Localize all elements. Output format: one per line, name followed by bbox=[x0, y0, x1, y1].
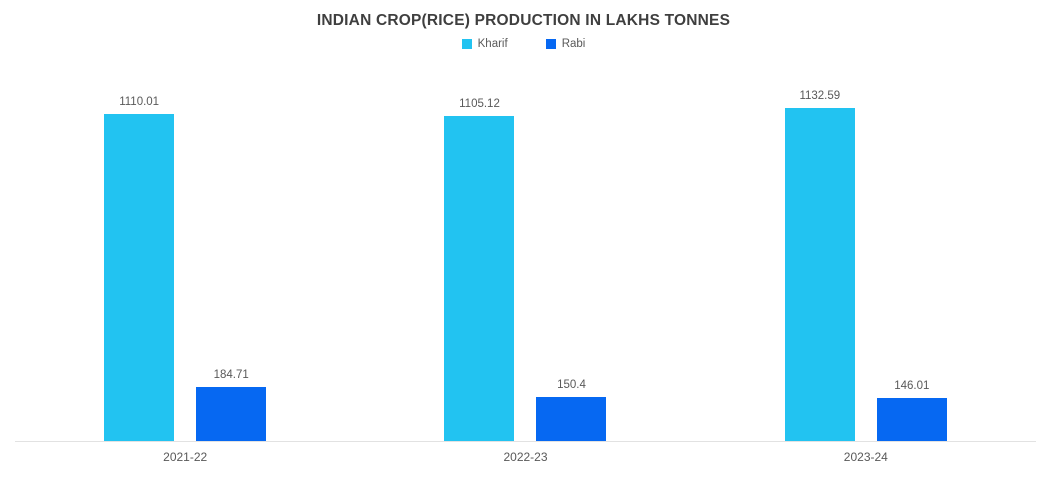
x-label-2022-23: 2022-23 bbox=[503, 450, 548, 464]
legend-swatch-rabi bbox=[545, 39, 556, 49]
data-label-rabi-2023-24: 146.01 bbox=[894, 380, 930, 393]
chart-title: INDIAN CROP(RICE) PRODUCTION IN LAKHS TO… bbox=[316, 12, 731, 29]
x-label-2021-22: 2021-22 bbox=[163, 450, 208, 464]
bar-group-2023-24: 1132.59 146.01 bbox=[696, 88, 1036, 441]
legend-swatch-kharif bbox=[461, 39, 472, 49]
data-label-kharif-2022-23: 1105.12 bbox=[459, 97, 500, 110]
bar-col-kharif-2023-24: 1132.59 bbox=[784, 88, 855, 441]
x-label-2023-24: 2023-24 bbox=[843, 450, 888, 464]
bar-kharif-2023-24[interactable] bbox=[784, 107, 855, 441]
bar-col-rabi-2022-23: 150.4 bbox=[536, 88, 607, 441]
data-label-rabi-2021-22: 184.71 bbox=[213, 368, 249, 381]
bar-col-rabi-2023-24: 146.01 bbox=[876, 88, 947, 441]
bar-group-2021-22: 1110.01 184.71 bbox=[15, 88, 355, 441]
bar-col-kharif-2022-23: 1105.12 bbox=[444, 88, 515, 441]
bar-kharif-2021-22[interactable] bbox=[104, 114, 175, 441]
legend-label-rabi: Rabi bbox=[561, 38, 586, 50]
legend-item-kharif[interactable]: Kharif bbox=[461, 38, 508, 50]
data-label-kharif-2021-22: 1110.01 bbox=[119, 96, 160, 109]
bar-rabi-2023-24[interactable] bbox=[876, 398, 947, 441]
legend-item-rabi[interactable]: Rabi bbox=[545, 38, 586, 50]
plot-area: 1110.01 184.71 1105.12 150.4 1132.59 146.01 bbox=[15, 88, 1036, 442]
x-axis-labels: 2021-22 2022-23 2023-24 bbox=[15, 450, 1036, 464]
legend: Kharif Rabi bbox=[0, 38, 1047, 50]
bar-rabi-2022-23[interactable] bbox=[536, 396, 607, 441]
bar-kharif-2022-23[interactable] bbox=[444, 115, 515, 441]
bar-col-kharif-2021-22: 1110.01 bbox=[104, 88, 175, 441]
bar-group-2022-23: 1105.12 150.4 bbox=[355, 88, 695, 441]
legend-label-kharif: Kharif bbox=[477, 38, 508, 50]
bar-rabi-2021-22[interactable] bbox=[196, 386, 267, 441]
data-label-kharif-2023-24: 1132.59 bbox=[799, 89, 841, 102]
data-label-rabi-2022-23: 150.4 bbox=[557, 378, 586, 391]
bar-col-rabi-2021-22: 184.71 bbox=[196, 88, 267, 441]
